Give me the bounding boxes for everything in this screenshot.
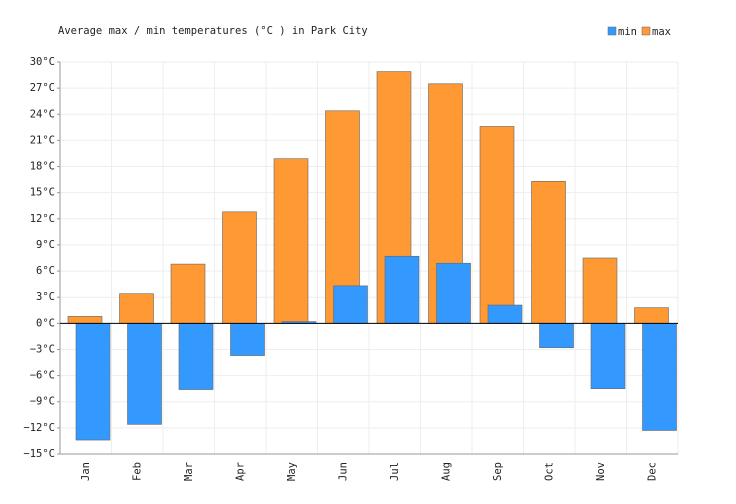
x-tick-label: Mar — [183, 462, 195, 481]
y-tick-label: −3°C — [30, 343, 55, 355]
bar — [119, 293, 154, 324]
bar — [479, 126, 515, 324]
bar — [67, 316, 103, 324]
bar — [436, 262, 471, 324]
bar — [75, 323, 111, 441]
x-tick-label: Oct — [543, 462, 555, 481]
y-tick-label: 18°C — [30, 161, 55, 173]
bar — [642, 323, 677, 431]
y-tick-label: 30°C — [30, 56, 55, 68]
legend-label: min — [618, 26, 637, 38]
bar — [333, 285, 368, 324]
bar — [531, 181, 566, 324]
bar — [634, 307, 669, 324]
x-tick-label: Apr — [234, 462, 246, 481]
y-tick-label: 27°C — [30, 82, 55, 94]
bar — [487, 304, 523, 324]
y-tick-label: −9°C — [30, 396, 55, 408]
legend-label: max — [652, 26, 671, 38]
x-tick-label: Jun — [337, 462, 349, 481]
legend-swatch — [641, 26, 651, 36]
y-tick-label: 6°C — [36, 265, 55, 277]
y-tick-label: 3°C — [36, 291, 55, 303]
y-tick-label: −6°C — [30, 370, 55, 382]
bar — [273, 158, 309, 324]
x-tick-label: Nov — [595, 462, 607, 481]
bar — [230, 323, 265, 356]
y-tick-label: 9°C — [36, 239, 55, 251]
bar — [582, 257, 618, 324]
y-tick-label: −12°C — [23, 422, 55, 434]
x-tick-label: Jul — [389, 462, 401, 481]
x-tick-label: Dec — [646, 462, 658, 481]
bar — [222, 211, 257, 324]
chart-title: Average max / min temperatures (°C ) in … — [58, 25, 368, 37]
x-tick-label: Aug — [440, 462, 452, 481]
bar — [539, 323, 574, 349]
bar — [590, 323, 626, 389]
x-tick-label: May — [286, 462, 298, 481]
bar — [384, 255, 420, 324]
x-tick-label: Jan — [80, 462, 92, 481]
x-tick-label: Sep — [492, 462, 504, 481]
y-tick-label: 24°C — [30, 108, 55, 120]
y-tick-label: −15°C — [23, 448, 55, 460]
x-tick-label: Feb — [131, 462, 143, 481]
y-tick-label: 12°C — [30, 213, 55, 225]
bar — [178, 323, 214, 390]
legend-swatch — [607, 26, 617, 36]
y-tick-label: 15°C — [30, 187, 55, 199]
bar — [127, 323, 162, 425]
y-tick-label: 21°C — [30, 134, 55, 146]
bar — [170, 263, 206, 324]
y-tick-label: 0°C — [36, 317, 55, 329]
